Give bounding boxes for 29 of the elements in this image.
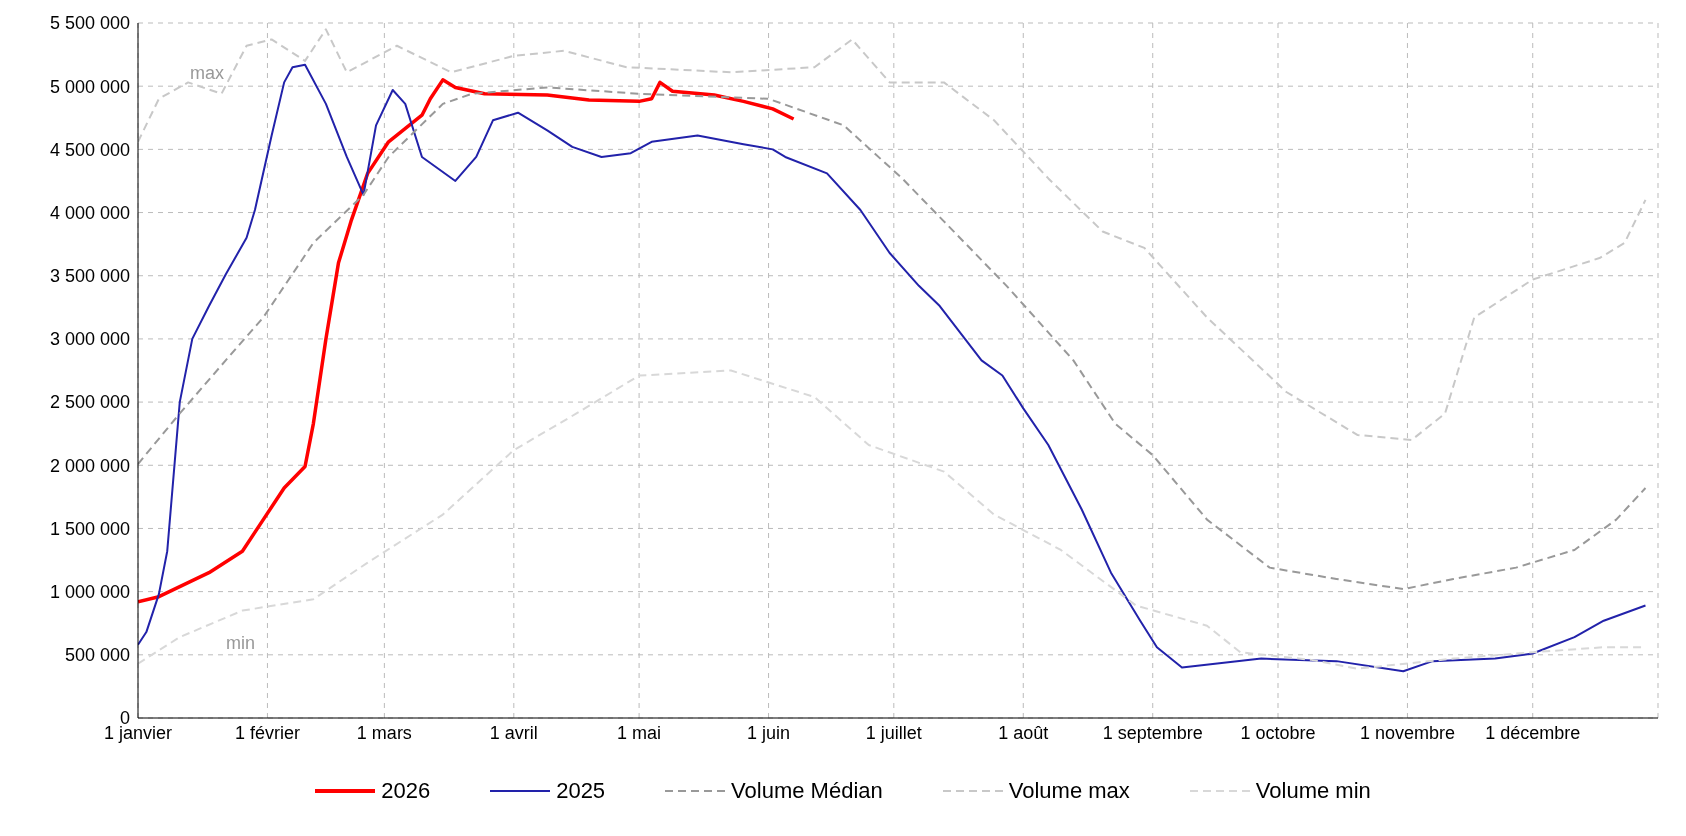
y-tick-label: 2 500 000 xyxy=(49,392,130,413)
y-tick-label: 500 000 xyxy=(64,645,130,666)
y-tick-label: 5 000 000 xyxy=(49,76,130,97)
legend-label: Volume max xyxy=(1007,778,1130,804)
y-tick-label: 4 000 000 xyxy=(49,202,130,223)
annotation: min xyxy=(226,633,256,654)
x-tick-label: 1 septembre xyxy=(1102,722,1203,743)
y-tick-label: 1 000 000 xyxy=(49,582,130,603)
x-tick-label: 1 juin xyxy=(747,722,791,743)
x-tick-label: 1 juillet xyxy=(865,722,922,743)
legend-label: Volume Médian xyxy=(730,778,883,804)
x-tick-label: 1 décembre xyxy=(1485,722,1581,743)
x-tick-label: 1 mars xyxy=(356,722,412,743)
annotation: max xyxy=(190,63,225,84)
legend-label: 2025 xyxy=(555,778,606,804)
y-tick-label: 5 500 000 xyxy=(49,13,130,34)
x-tick-label: 1 février xyxy=(234,722,300,743)
legend-label: Volume min xyxy=(1254,778,1371,804)
y-tick-label: 3 500 000 xyxy=(49,266,130,287)
x-tick-label: 1 octobre xyxy=(1240,722,1316,743)
y-tick-label: 1 500 000 xyxy=(49,518,130,539)
y-tick-label: 2 000 000 xyxy=(49,455,130,476)
y-tick-label: 4 500 000 xyxy=(49,139,130,160)
x-tick-label: 1 avril xyxy=(489,722,538,743)
x-tick-label: 1 mai xyxy=(617,722,662,743)
x-tick-label: 1 août xyxy=(998,722,1049,743)
legend-label: 2026 xyxy=(380,778,431,804)
y-tick-label: 3 000 000 xyxy=(49,329,130,350)
x-tick-label: 1 novembre xyxy=(1359,722,1455,743)
